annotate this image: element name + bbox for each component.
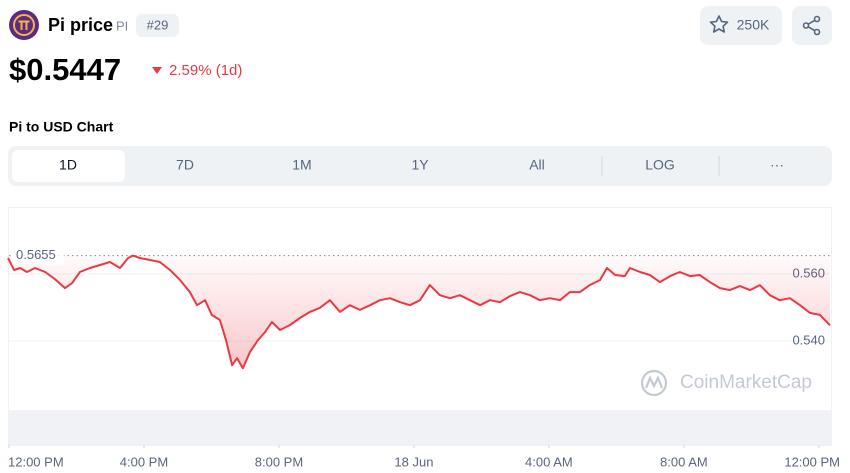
rank-badge xyxy=(136,14,179,37)
tab-label[interactable]: 7D xyxy=(176,157,194,173)
x-tick-label: 12:00 PM xyxy=(784,454,840,469)
watchlist-count: 250K xyxy=(737,17,770,33)
share-button[interactable] xyxy=(792,6,832,45)
down-arrow xyxy=(152,67,162,74)
watermark: CoinMarketCap xyxy=(680,372,812,393)
y-tick-label: 0.540 xyxy=(792,333,825,348)
volume-band xyxy=(9,410,831,445)
coin-symbol: PI xyxy=(116,18,128,33)
tab-label[interactable]: 1Y xyxy=(411,157,429,173)
tab-label[interactable]: 1D xyxy=(59,157,77,173)
reference-label: 0.5655 xyxy=(16,247,56,262)
share-icon xyxy=(802,15,821,36)
coin-name: Pi price xyxy=(48,15,113,35)
tab-label[interactable]: LOG xyxy=(645,157,675,173)
tab-label[interactable]: All xyxy=(529,157,545,173)
price: $0.5447 xyxy=(9,52,121,87)
tab-label[interactable]: 1M xyxy=(292,157,311,173)
x-tick-label: 8:00 AM xyxy=(660,454,708,469)
tab-label[interactable]: ··· xyxy=(770,157,784,173)
area-fill xyxy=(8,255,830,369)
x-tick-label: 18 Jun xyxy=(394,454,433,469)
watermark-logo xyxy=(640,369,668,397)
price-change: 2.59% (1d) xyxy=(169,62,242,79)
chart-title: Pi to USD Chart xyxy=(9,119,114,135)
star-icon xyxy=(709,15,729,33)
x-tick-label: 4:00 PM xyxy=(120,454,168,469)
tab-bar xyxy=(8,146,832,186)
chart-frame xyxy=(8,207,832,446)
rank: #29 xyxy=(147,17,169,32)
reference-label-bg xyxy=(12,246,64,265)
watchlist-button[interactable] xyxy=(700,6,782,45)
active-tab xyxy=(12,150,125,182)
price-line xyxy=(7,254,831,370)
x-tick-label: 12:00 PM xyxy=(8,454,64,469)
x-tick-label: 4:00 AM xyxy=(525,454,573,469)
coin-logo xyxy=(9,10,39,40)
x-tick-label: 8:00 PM xyxy=(255,454,303,469)
